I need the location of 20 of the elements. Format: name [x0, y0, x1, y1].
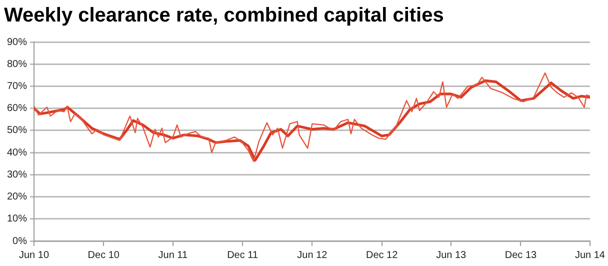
y-tick-label: 70%: [7, 80, 28, 92]
y-tick-label: 60%: [7, 103, 28, 114]
x-tick-label: Jun 10: [19, 250, 50, 261]
y-tick-label: 90%: [7, 36, 28, 48]
x-tick-label: Dec 10: [88, 250, 120, 261]
chart-title: Weekly clearance rate, combined capital cities: [4, 4, 444, 27]
y-tick-label: 80%: [7, 58, 28, 70]
x-tick-label: Jun 12: [297, 250, 328, 261]
y-tick-label: 40%: [7, 147, 28, 158]
y-tick-label: 0%: [12, 236, 28, 247]
x-tick-label: Dec 12: [366, 250, 398, 261]
y-tick-label: 20%: [7, 192, 28, 203]
y-tick-label: 10%: [7, 214, 28, 225]
y-tick-label: 50%: [7, 125, 28, 136]
x-tick-label: Jun 11: [158, 250, 188, 261]
x-tick-label: Jun 14: [574, 250, 606, 261]
x-tick-label: Dec 13: [504, 250, 538, 261]
x-tick-label: Jun 13: [436, 250, 467, 261]
x-tick-label: Dec 11: [227, 250, 258, 261]
y-tick-label: 30%: [7, 169, 28, 180]
